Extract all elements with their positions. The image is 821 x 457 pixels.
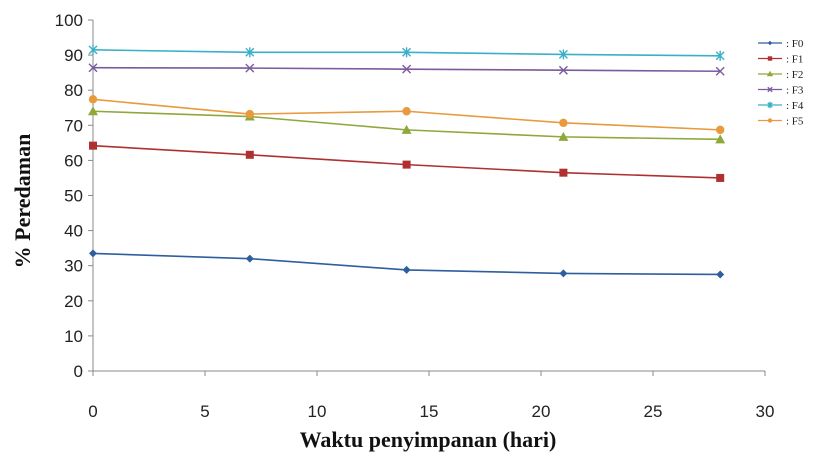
legend-swatch-marker bbox=[767, 118, 773, 123]
legend-label: : F1 bbox=[786, 54, 803, 66]
data-point-F4 bbox=[715, 50, 725, 61]
x-tick-label: 15 bbox=[420, 402, 439, 421]
data-point-F3 bbox=[558, 65, 568, 75]
legend-label: : F2 bbox=[786, 69, 803, 81]
legend-item-F1: : F1 bbox=[758, 54, 803, 66]
x-tick-label: 20 bbox=[532, 402, 551, 421]
data-point-F2 bbox=[88, 106, 98, 116]
series-F3 bbox=[88, 63, 725, 76]
data-point-F4 bbox=[558, 49, 568, 60]
axes bbox=[88, 19, 766, 376]
y-axis-title: % Peredaman bbox=[10, 134, 35, 269]
y-tick-label: 60 bbox=[64, 151, 83, 170]
legend: : F0 : F1 : F2 : F3 : F4 : F5 bbox=[758, 38, 804, 128]
data-point-F0 bbox=[245, 254, 254, 263]
x-tick-label: 0 bbox=[88, 402, 97, 421]
x-tick-label: 5 bbox=[200, 402, 209, 421]
x-tick-label: 30 bbox=[756, 402, 775, 421]
legend-label: : F3 bbox=[786, 85, 804, 97]
series-F0 bbox=[89, 249, 725, 279]
data-point-F2 bbox=[558, 131, 569, 141]
series-group bbox=[88, 44, 726, 279]
y-tick-label: 50 bbox=[64, 187, 83, 206]
y-tick-label: 30 bbox=[64, 257, 83, 276]
data-point-F5 bbox=[88, 95, 98, 104]
data-point-F0 bbox=[716, 270, 725, 279]
data-point-F3 bbox=[88, 63, 98, 73]
legend-item-F0: : F0 bbox=[758, 38, 804, 50]
legend-item-F4: : F4 bbox=[758, 100, 804, 112]
y-tick-label: 20 bbox=[64, 292, 83, 311]
data-point-F4 bbox=[245, 47, 255, 58]
data-point-F5 bbox=[245, 109, 254, 119]
y-tick-label: 10 bbox=[64, 327, 83, 346]
data-point-F1 bbox=[716, 173, 725, 182]
legend-label: : F0 bbox=[786, 38, 804, 50]
y-tick-label: 70 bbox=[64, 116, 83, 135]
data-point-F5 bbox=[559, 118, 568, 128]
legend-swatch-marker bbox=[767, 56, 773, 61]
data-point-F5 bbox=[402, 107, 411, 116]
legend-label: : F4 bbox=[786, 100, 804, 112]
data-point-F3 bbox=[245, 63, 255, 73]
legend-item-F2: : F2 bbox=[758, 69, 803, 81]
x-axis-title: Waktu penyimpanan (hari) bbox=[300, 427, 557, 452]
data-point-F1 bbox=[245, 150, 254, 159]
data-point-F1 bbox=[402, 160, 411, 169]
y-tick-label: 0 bbox=[74, 362, 83, 381]
y-tick-label: 90 bbox=[64, 46, 83, 65]
legend-swatch-marker bbox=[767, 40, 773, 46]
legend-swatch-marker bbox=[766, 70, 774, 77]
legend-swatch-marker bbox=[767, 86, 773, 93]
legend-swatch-marker bbox=[767, 101, 773, 109]
data-point-F1 bbox=[559, 168, 568, 177]
data-point-F0 bbox=[89, 249, 97, 258]
data-point-F2 bbox=[715, 134, 726, 144]
data-point-F5 bbox=[716, 125, 725, 135]
data-point-F3 bbox=[715, 66, 725, 76]
data-point-F0 bbox=[402, 265, 411, 274]
y-tick-label: 100 bbox=[55, 11, 83, 30]
y-tick-label: 80 bbox=[64, 81, 83, 100]
x-tick-label: 10 bbox=[308, 402, 327, 421]
data-point-F3 bbox=[402, 64, 412, 74]
x-tick-label: 25 bbox=[644, 402, 663, 421]
x-tick-labels: 0 5 10 15 20 25 30 bbox=[88, 402, 774, 421]
y-tick-label: 40 bbox=[64, 222, 83, 241]
legend-item-F5: : F5 bbox=[758, 116, 804, 128]
data-point-F4 bbox=[88, 44, 98, 55]
data-point-F2 bbox=[401, 124, 412, 134]
legend-label: : F5 bbox=[786, 116, 804, 128]
y-tick-labels: 0 10 20 30 40 50 60 70 80 90 100 bbox=[55, 11, 83, 381]
legend-item-F3: : F3 bbox=[758, 85, 804, 97]
series-F4 bbox=[88, 44, 725, 61]
data-point-F4 bbox=[402, 47, 412, 58]
data-point-F0 bbox=[559, 269, 568, 278]
series-F5 bbox=[88, 95, 725, 135]
series-F1 bbox=[89, 141, 725, 182]
data-point-F1 bbox=[89, 141, 97, 150]
